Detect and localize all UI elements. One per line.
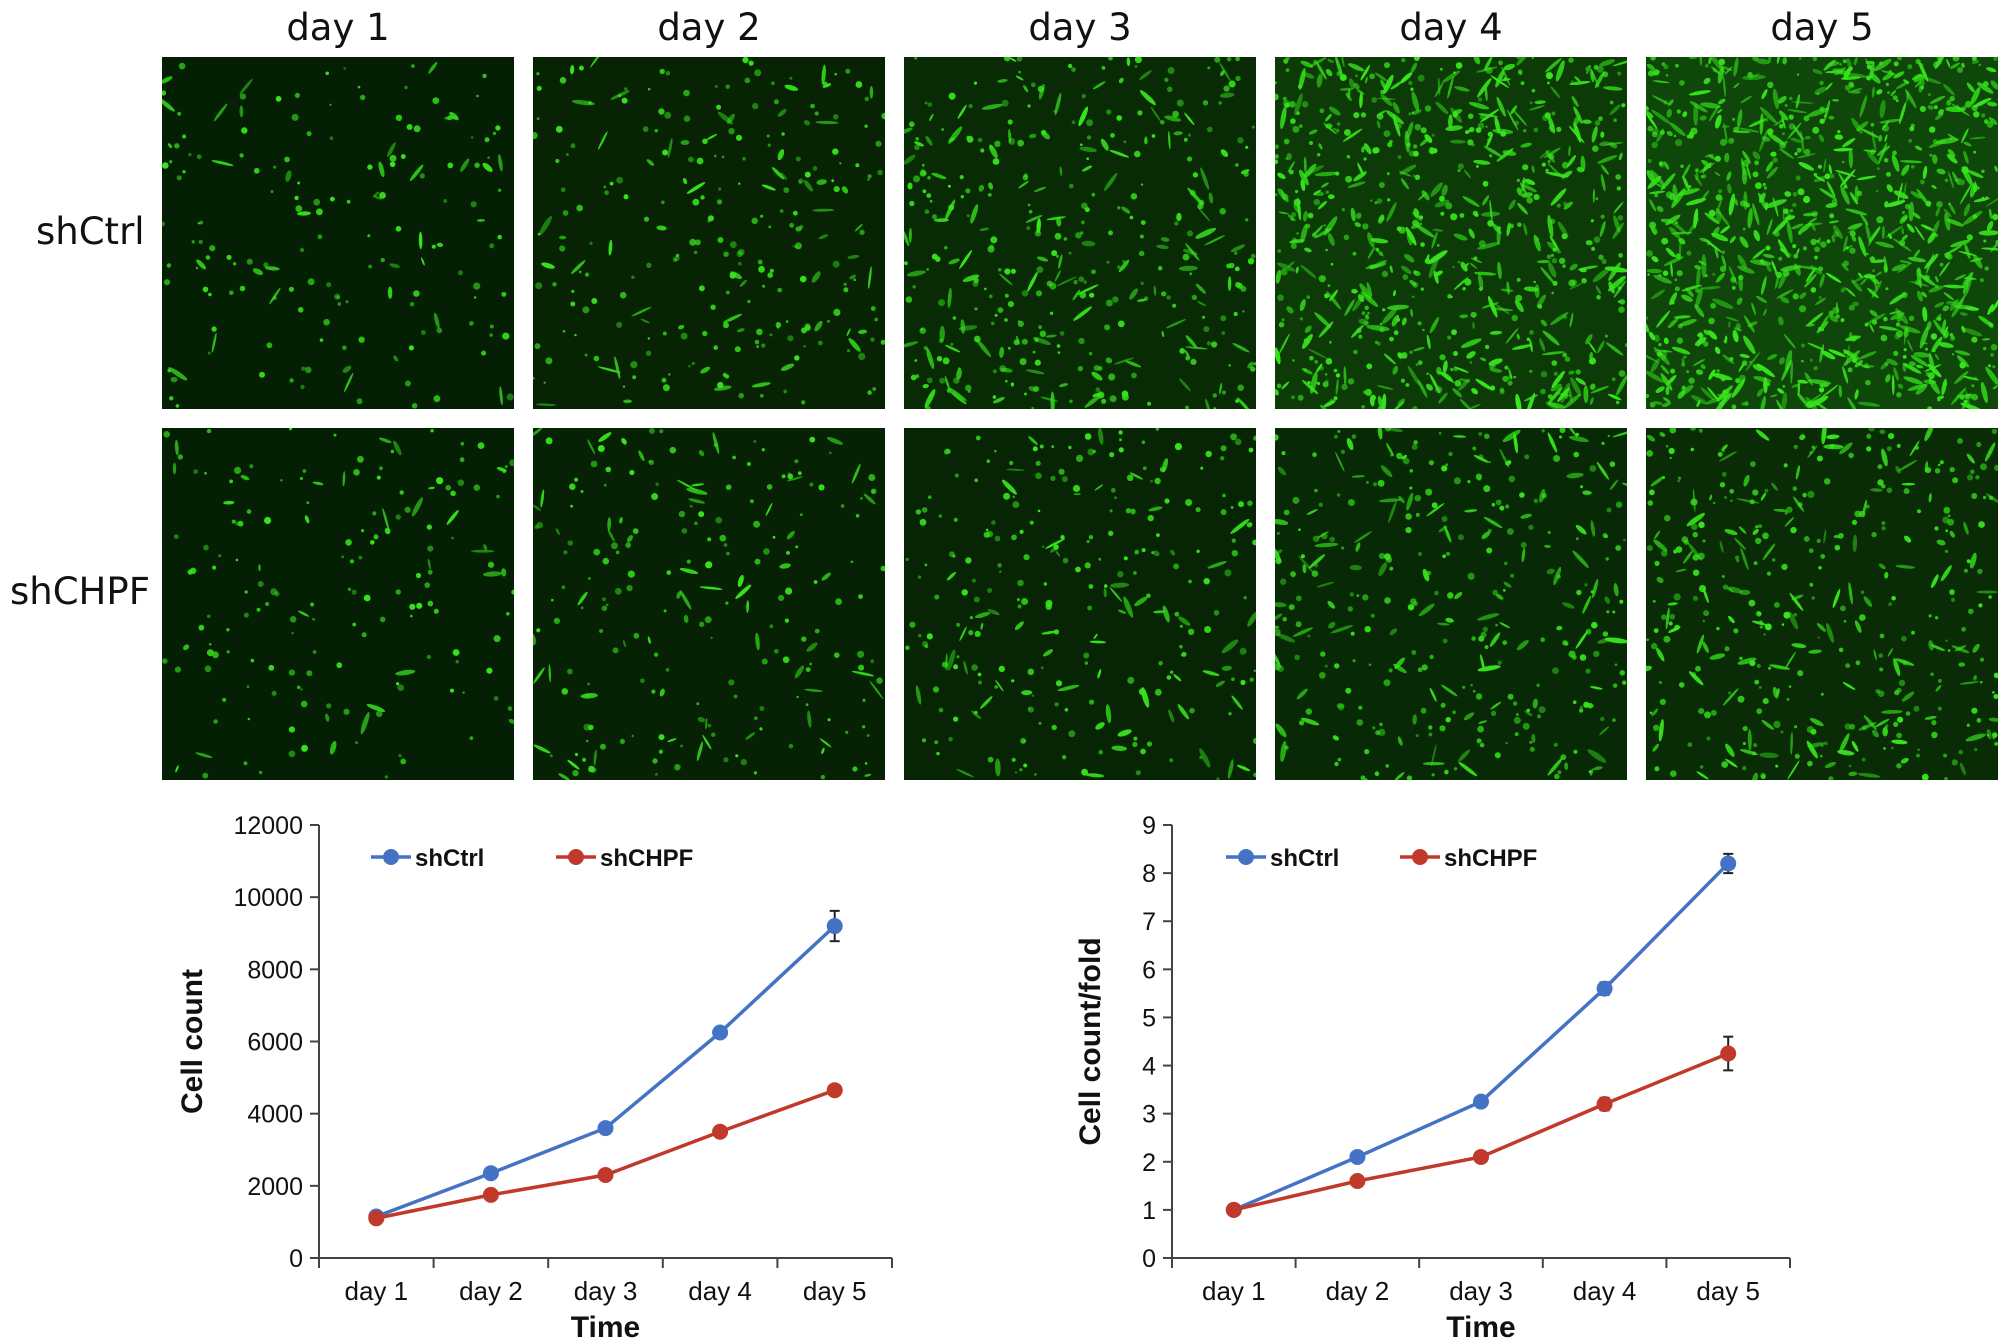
legend-label-shctrl: shCtrl — [415, 845, 484, 872]
x-axis-title: Time — [1446, 1311, 1515, 1344]
column-label-5: day 5 — [1770, 6, 1874, 49]
legend-marker — [568, 849, 584, 865]
x-tick-label: day 1 — [344, 1276, 408, 1306]
y-tick-label: 9 — [1142, 812, 1156, 840]
x-tick-label: day 2 — [1326, 1276, 1390, 1306]
micrograph-shchpf-day-3 — [904, 428, 1256, 780]
data-point-shchpf — [368, 1210, 385, 1227]
legend-marker — [383, 849, 399, 865]
chart-1: 0 2000 4000 6000 8000 10000 12000 day 1 day 2 day… — [176, 812, 893, 1344]
data-point-shctrl — [826, 918, 843, 935]
micrograph-shctrl-day-4 — [1275, 57, 1627, 409]
micrograph-shctrl-day-5 — [1646, 57, 1998, 409]
data-point-shctrl — [1720, 855, 1737, 872]
y-tick-label: 3 — [1142, 1101, 1156, 1129]
data-point-shchpf — [1225, 1201, 1242, 1218]
series-line-shchpf — [1233, 1051, 1729, 1212]
data-point-shchpf — [482, 1186, 499, 1203]
x-tick-label: day 3 — [574, 1276, 638, 1306]
data-point-shchpf — [1596, 1096, 1613, 1113]
row-label-shchpf: shCHPF — [10, 570, 150, 613]
x-tick-label: day 4 — [1573, 1276, 1637, 1306]
data-point-shchpf — [1720, 1045, 1737, 1062]
micrograph-shchpf-day-1 — [162, 428, 514, 780]
legend-marker — [1412, 849, 1428, 865]
y-axis-title: Cell count/fold — [1074, 937, 1107, 1145]
column-label-4: day 4 — [1399, 6, 1503, 49]
y-tick-label: 1 — [1142, 1197, 1156, 1225]
y-tick-label: 0 — [1142, 1245, 1156, 1273]
y-tick-label: 6000 — [247, 1029, 303, 1057]
y-tick-label: 7 — [1142, 908, 1156, 936]
x-axis-title: Time — [571, 1311, 640, 1344]
data-point-shctrl — [482, 1165, 499, 1182]
data-point-shchpf — [1349, 1173, 1366, 1190]
y-tick-label: 12000 — [233, 812, 303, 840]
data-point-shchpf — [1473, 1148, 1489, 1165]
y-tick-label: 0 — [289, 1245, 303, 1273]
x-tick-label: day 5 — [1696, 1276, 1760, 1306]
data-point-shchpf — [712, 1123, 729, 1140]
legend-marker — [1238, 849, 1254, 865]
x-tick-label: day 3 — [1449, 1276, 1513, 1306]
micrograph-shctrl-day-2 — [533, 57, 885, 409]
x-tick-label: day 1 — [1202, 1276, 1266, 1306]
data-point-shctrl — [597, 1120, 614, 1137]
micrograph-shctrl-day-3 — [904, 57, 1256, 409]
y-tick-label: 8 — [1142, 860, 1156, 888]
column-label-3: day 3 — [1028, 6, 1132, 49]
column-label-1: day 1 — [286, 6, 390, 49]
data-point-shchpf — [597, 1167, 614, 1184]
y-tick-label: 4000 — [247, 1101, 303, 1129]
y-tick-label: 6 — [1142, 956, 1156, 984]
micrograph-shchpf-day-2 — [533, 428, 885, 780]
series-line-shchpf — [375, 1088, 836, 1221]
y-tick-label: 5 — [1142, 1004, 1156, 1032]
y-tick-label: 2000 — [247, 1173, 303, 1201]
y-tick-label: 2 — [1142, 1149, 1156, 1177]
y-axis-title: Cell count — [176, 969, 209, 1114]
row-label-shctrl: shCtrl — [36, 210, 145, 253]
chart-2: 0 1 2 3 4 5 6 7 8 9 day 1 day 2 day 3 day 4 day 5 Time C… — [1074, 812, 1791, 1344]
data-point-shchpf — [826, 1082, 843, 1099]
data-point-shctrl — [712, 1024, 729, 1041]
micrograph-shctrl-day-1 — [162, 57, 514, 409]
data-point-shctrl — [1349, 1148, 1366, 1165]
data-point-shctrl — [1473, 1093, 1489, 1110]
column-label-2: day 2 — [657, 6, 761, 49]
legend-label-shchpf: shCHPF — [1444, 845, 1537, 872]
y-tick-label: 4 — [1142, 1053, 1156, 1081]
x-tick-label: day 5 — [803, 1276, 867, 1306]
y-tick-label: 8000 — [247, 956, 303, 984]
micrograph-shchpf-day-5 — [1646, 428, 1998, 780]
y-tick-label: 10000 — [233, 884, 303, 912]
micrograph-shchpf-day-4 — [1275, 428, 1627, 780]
x-tick-label: day 4 — [688, 1276, 752, 1306]
x-tick-label: day 2 — [459, 1276, 523, 1306]
data-point-shctrl — [1596, 980, 1613, 997]
legend-label-shchpf: shCHPF — [600, 845, 693, 872]
legend-label-shctrl: shCtrl — [1270, 845, 1339, 872]
